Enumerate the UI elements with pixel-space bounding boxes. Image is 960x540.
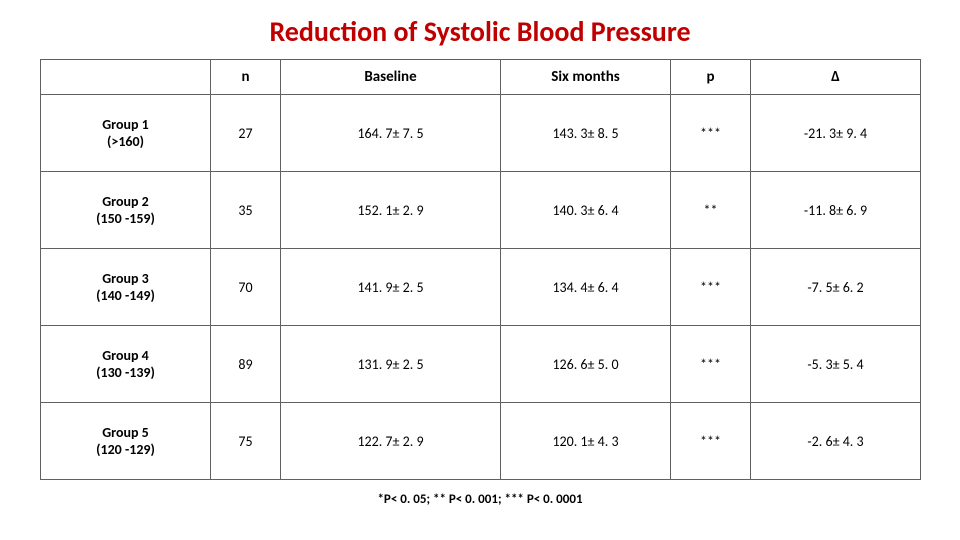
cell-baseline: 131. 9± 2. 5 [281, 326, 501, 403]
group-range: (150 -159) [96, 210, 155, 227]
slide-title: Reduction of Systolic Blood Pressure [40, 14, 920, 49]
group-label: Group 2 [102, 193, 149, 210]
table-header-row: n Baseline Six months p Δ [41, 60, 921, 95]
cell-group: Group 2 (150 -159) [41, 172, 211, 249]
cell-n: 27 [211, 95, 281, 172]
cell-delta: -21. 3± 9. 4 [751, 95, 921, 172]
cell-delta: -5. 3± 5. 4 [751, 326, 921, 403]
table-row: Group 5 (120 -129) 75 122. 7± 2. 9 120. … [41, 403, 921, 480]
cell-six-months: 126. 6± 5. 0 [501, 326, 671, 403]
table-row: Group 4 (130 -139) 89 131. 9± 2. 5 126. … [41, 326, 921, 403]
cell-baseline: 164. 7± 7. 5 [281, 95, 501, 172]
cell-six-months: 143. 3± 8. 5 [501, 95, 671, 172]
cell-delta: -11. 8± 6. 9 [751, 172, 921, 249]
group-label: Group 4 [102, 347, 149, 364]
group-label: Group 3 [102, 270, 149, 287]
col-header-n: n [211, 60, 281, 95]
cell-n: 75 [211, 403, 281, 480]
table-row: Group 2 (150 -159) 35 152. 1± 2. 9 140. … [41, 172, 921, 249]
cell-delta: -7. 5± 6. 2 [751, 249, 921, 326]
group-label: Group 1 [102, 116, 149, 133]
col-header-baseline: Baseline [281, 60, 501, 95]
table-row: Group 3 (140 -149) 70 141. 9± 2. 5 134. … [41, 249, 921, 326]
cell-group: Group 5 (120 -129) [41, 403, 211, 480]
cell-delta: -2. 6± 4. 3 [751, 403, 921, 480]
cell-baseline: 152. 1± 2. 9 [281, 172, 501, 249]
group-range: (140 -149) [96, 287, 155, 304]
cell-baseline: 141. 9± 2. 5 [281, 249, 501, 326]
cell-p: *** [671, 95, 751, 172]
data-table: n Baseline Six months p Δ Group 1 (>160)… [40, 59, 921, 480]
group-range: (120 -129) [96, 441, 155, 458]
cell-six-months: 140. 3± 6. 4 [501, 172, 671, 249]
cell-p: *** [671, 249, 751, 326]
col-header-delta: Δ [751, 60, 921, 95]
cell-group: Group 1 (>160) [41, 95, 211, 172]
cell-six-months: 120. 1± 4. 3 [501, 403, 671, 480]
cell-n: 89 [211, 326, 281, 403]
group-label: Group 5 [102, 424, 149, 441]
footnote: *P< 0. 05; ** P< 0. 001; *** P< 0. 0001 [40, 492, 920, 507]
col-header-p: p [671, 60, 751, 95]
group-range: (>160) [107, 133, 144, 150]
cell-p: ** [671, 172, 751, 249]
cell-n: 70 [211, 249, 281, 326]
cell-n: 35 [211, 172, 281, 249]
cell-group: Group 4 (130 -139) [41, 326, 211, 403]
cell-baseline: 122. 7± 2. 9 [281, 403, 501, 480]
col-header-six-months: Six months [501, 60, 671, 95]
group-range: (130 -139) [96, 364, 155, 381]
col-header-group [41, 60, 211, 95]
cell-group: Group 3 (140 -149) [41, 249, 211, 326]
slide: Reduction of Systolic Blood Pressure n B… [0, 0, 960, 540]
cell-six-months: 134. 4± 6. 4 [501, 249, 671, 326]
cell-p: *** [671, 403, 751, 480]
cell-p: *** [671, 326, 751, 403]
table-row: Group 1 (>160) 27 164. 7± 7. 5 143. 3± 8… [41, 95, 921, 172]
